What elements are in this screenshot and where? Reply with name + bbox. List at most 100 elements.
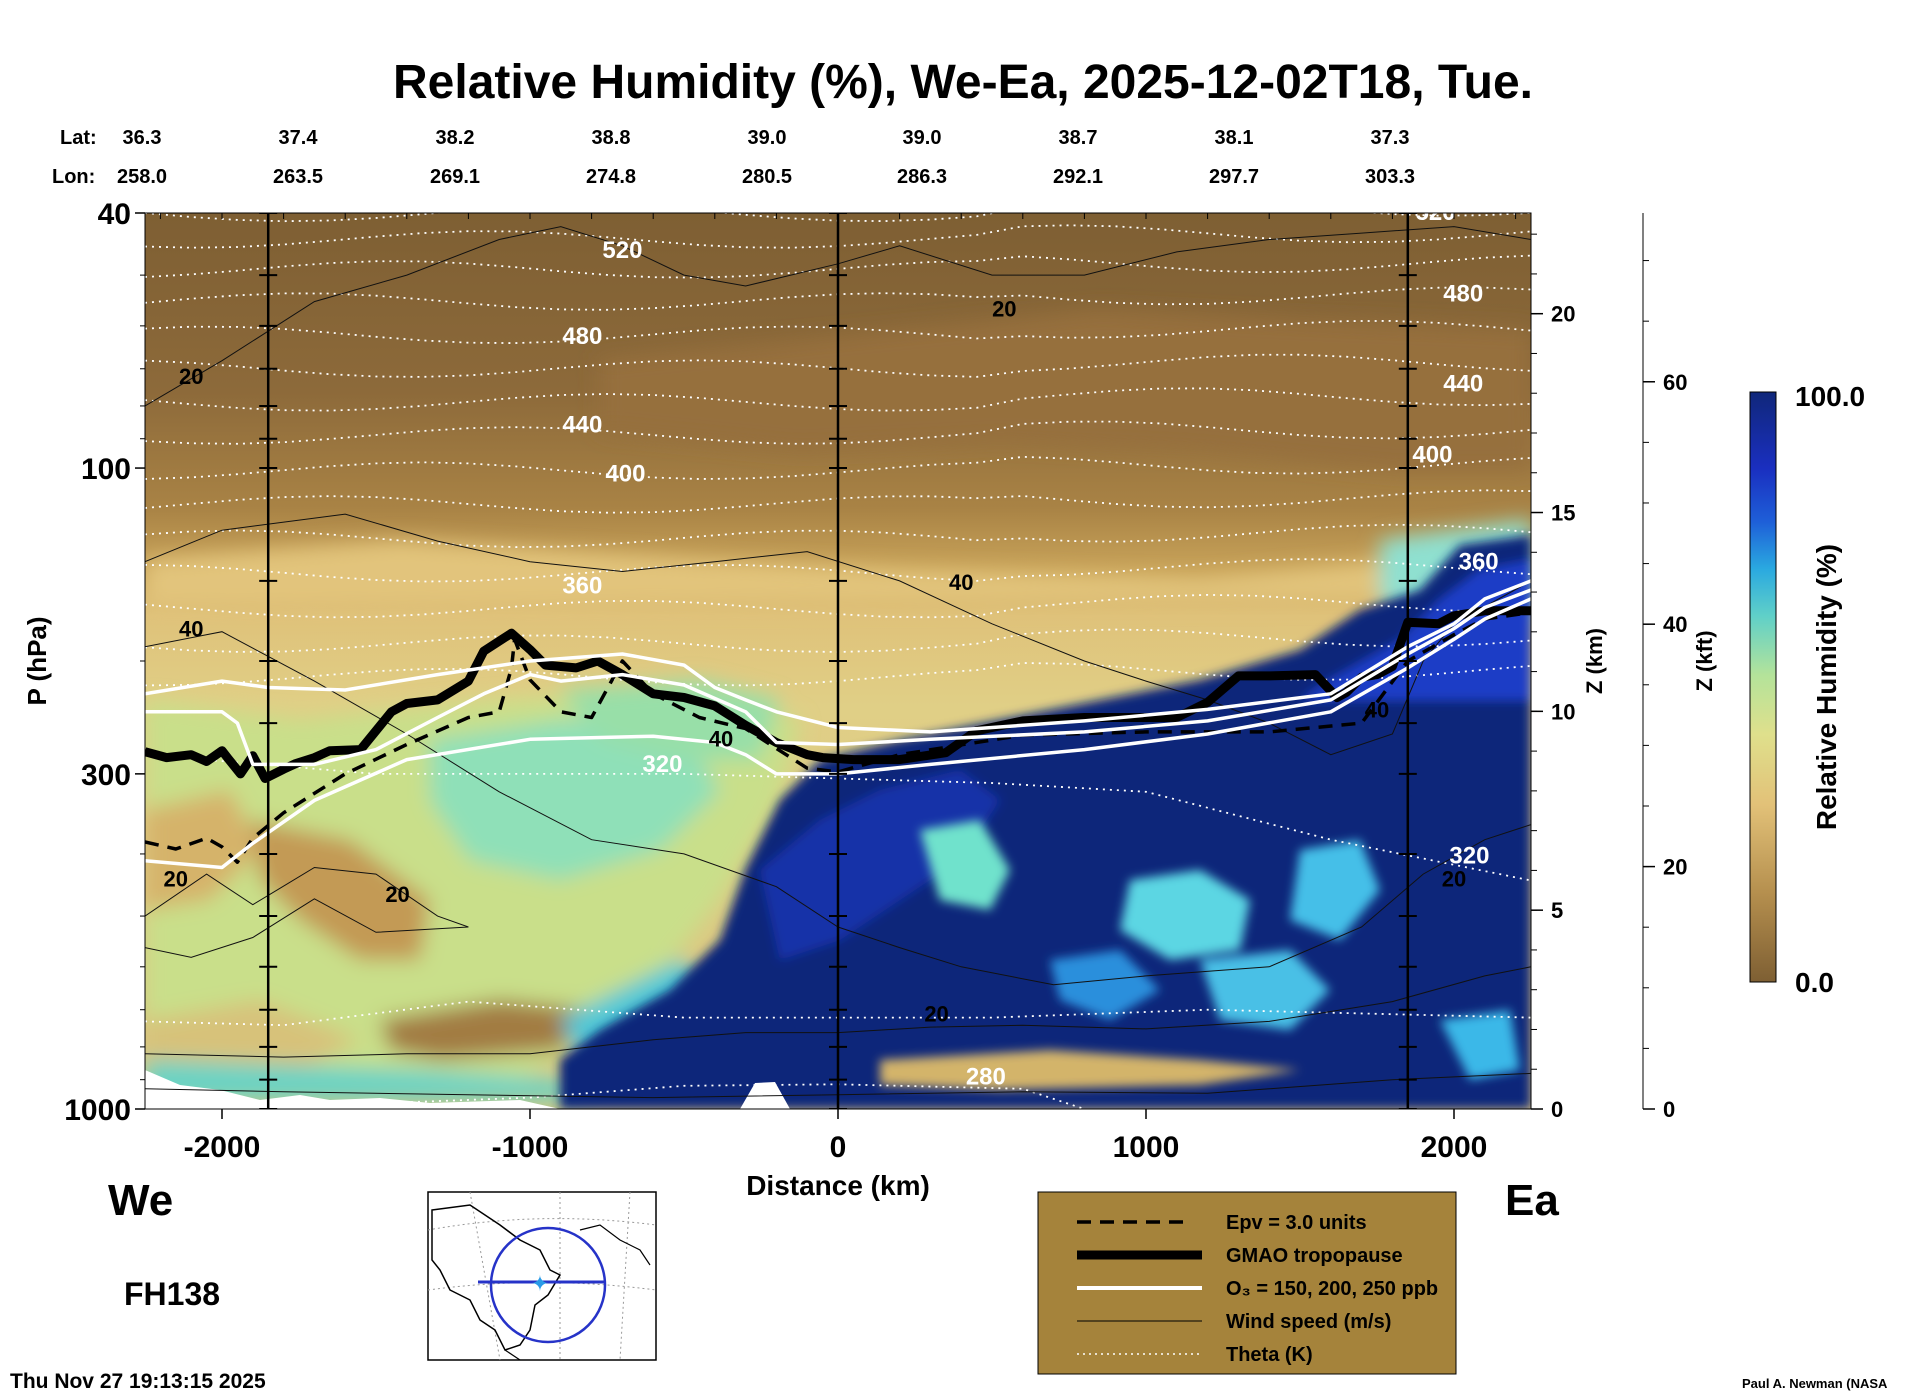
timestamp: Thu Nov 27 19:13:15 2025 — [10, 1370, 266, 1393]
lat-value: 37.4 — [279, 127, 319, 149]
lat-value: 38.7 — [1059, 127, 1098, 149]
credit: Paul A. Newman (NASA — [1742, 1376, 1888, 1391]
lat-value: 37.3 — [1371, 127, 1410, 149]
ozone-line — [145, 579, 1531, 734]
wind-contour-line — [145, 866, 469, 958]
theta-label: 440 — [1443, 371, 1483, 398]
y-tick-label: 300 — [81, 759, 131, 792]
theta-label: 360 — [1459, 549, 1499, 576]
inset-center-star-icon: ✦ — [531, 1271, 549, 1296]
theta-contour-line — [145, 753, 1531, 882]
theta-contour-line — [145, 1000, 1531, 1027]
wind-label: 20 — [1442, 867, 1466, 892]
wind-label: 40 — [179, 616, 203, 641]
x-tick-label: 1000 — [1113, 1131, 1180, 1164]
theta-label: 480 — [562, 323, 602, 350]
lon-value: 269.1 — [430, 166, 480, 188]
colorbar-title: Relative Humidity (%) — [1811, 544, 1842, 830]
z-kft-label: Z (kft) — [1692, 630, 1717, 691]
wind-contours — [145, 226, 1531, 1099]
y-tick-label: 1000 — [64, 1094, 131, 1127]
lat-value: 38.8 — [592, 127, 631, 149]
contour-labels: 5204804404003603202805204804404003603202… — [164, 199, 1499, 1090]
lon-value: 297.7 — [1209, 166, 1259, 188]
wind-label: 40 — [709, 727, 733, 752]
legend: Epv = 3.0 units GMAO tropopause O₃ = 150… — [1037, 1191, 1457, 1375]
z-kft-tick-label: 0 — [1663, 1097, 1675, 1122]
z-km-tick-label: 0 — [1551, 1097, 1563, 1122]
axes: 40 100 300 1000 -2000 -1000 0 1000 2000 0 5 10 15 20 0… — [64, 198, 1687, 1164]
theta-label: 440 — [562, 411, 602, 438]
lat-value: 39.0 — [903, 127, 942, 149]
wind-label: 40 — [1365, 697, 1389, 722]
z-km-label: Z (km) — [1582, 628, 1607, 694]
legend-label-theta: Theta (K) — [1226, 1344, 1313, 1366]
legend-label-tropopause: GMAO tropopause — [1226, 1245, 1403, 1267]
x-tick-label: 0 — [830, 1131, 847, 1164]
theta-label: 400 — [605, 461, 645, 488]
theta-label: 280 — [966, 1063, 1006, 1090]
forecast-hour: FH138 — [124, 1276, 220, 1312]
epv-line — [145, 610, 1531, 864]
theta-label: 520 — [602, 237, 642, 264]
theta-label: 400 — [1412, 441, 1452, 468]
legend-label-wind: Wind speed (m/s) — [1226, 1311, 1391, 1333]
x-tick-label: 2000 — [1421, 1131, 1488, 1164]
legend-label-epv: Epv = 3.0 units — [1226, 1212, 1367, 1234]
x-tick-label: -2000 — [184, 1131, 261, 1164]
west-label: We — [108, 1176, 173, 1225]
z-km-tick-label: 5 — [1551, 898, 1563, 923]
wind-contour-line — [145, 966, 1531, 1058]
theta-label: 320 — [1449, 843, 1489, 870]
z-kft-tick-label: 60 — [1663, 370, 1687, 395]
wind-label: 20 — [179, 364, 203, 389]
lat-value: 39.0 — [748, 127, 787, 149]
lon-value: 303.3 — [1365, 166, 1415, 188]
theta-label: 360 — [562, 573, 602, 600]
z-km-tick-label: 10 — [1551, 699, 1575, 724]
legend-label-ozone: O₃ = 150, 200, 250 ppb — [1226, 1278, 1438, 1300]
vertical-reference-lines — [259, 213, 1417, 1109]
theta-label: 520 — [1415, 199, 1455, 226]
plot-area: 5204804404003603202805204804404003603202… — [145, 199, 1531, 1109]
lat-value: 38.2 — [436, 127, 475, 149]
lat-lon-row: 36.3 37.4 38.2 38.8 39.0 39.0 38.7 38.1 37.3 258.… — [117, 127, 1415, 188]
wind-label: 20 — [924, 1001, 948, 1026]
lat-label: Lat: — [60, 127, 97, 149]
lon-value: 258.0 — [117, 166, 167, 188]
lon-value: 263.5 — [273, 166, 323, 188]
wind-label: 20 — [385, 882, 409, 907]
y-tick-label: 40 — [98, 198, 131, 231]
lon-value: 280.5 — [742, 166, 792, 188]
lat-value: 36.3 — [123, 127, 162, 149]
wind-label: 40 — [949, 570, 973, 595]
lon-value: 292.1 — [1053, 166, 1103, 188]
inset-range-circle — [489, 1226, 607, 1344]
wind-contour-line — [145, 513, 1531, 756]
y-tick-label: 100 — [81, 453, 131, 486]
wind-label: 20 — [992, 296, 1016, 321]
chart-title: Relative Humidity (%), We-Ea, 2025-12-02… — [393, 56, 1533, 109]
z-km-tick-label: 15 — [1551, 501, 1575, 526]
colorbar-max-label: 100.0 — [1795, 381, 1865, 412]
lon-label: Lon: — [52, 166, 95, 188]
ozone-line — [145, 588, 1531, 767]
x-tick-label: -1000 — [492, 1131, 569, 1164]
colorbar-bar — [1749, 391, 1777, 983]
z-km-tick-label: 20 — [1551, 302, 1575, 327]
wind-contour-line — [145, 226, 1531, 407]
theta-label: 480 — [1443, 281, 1483, 308]
colorbar: 100.0 0.0 Relative Humidity (%) — [1749, 381, 1865, 998]
z-kft-tick-label: 20 — [1663, 855, 1687, 880]
inset-map: ✦ — [427, 1191, 657, 1361]
z-kft-tick-label: 40 — [1663, 612, 1687, 637]
theta-label: 320 — [642, 751, 682, 778]
colorbar-min-label: 0.0 — [1795, 967, 1834, 998]
lat-value: 38.1 — [1215, 127, 1254, 149]
east-label: Ea — [1505, 1176, 1559, 1225]
wind-label: 20 — [164, 867, 188, 892]
y-axis-label: P (hPa) — [22, 616, 52, 705]
lon-value: 274.8 — [586, 166, 636, 188]
lon-value: 286.3 — [897, 166, 947, 188]
